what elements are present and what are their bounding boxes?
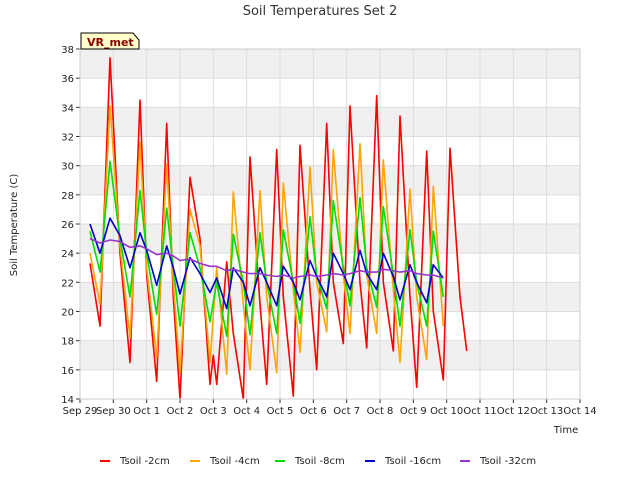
- x-tick-label: Oct 1: [133, 406, 160, 417]
- plot-band: [80, 136, 580, 166]
- legend-label-2: Tsoil -8cm: [294, 456, 345, 467]
- x-tick-label: Sep 29: [63, 406, 98, 417]
- x-tick-label: Oct 7: [333, 406, 360, 417]
- legend: Tsoil -2cm Tsoil -4cm Tsoil -8cm Tsoil -16c…: [100, 456, 536, 467]
- plot-band: [80, 369, 580, 399]
- x-tick-label: Oct 4: [233, 406, 260, 417]
- legend-label-4: Tsoil -32cm: [479, 456, 536, 467]
- legend-label-0: Tsoil -2cm: [119, 456, 170, 467]
- y-axis-label: Soil Temperature (C): [9, 174, 20, 277]
- x-tick-label: Oct 10: [430, 406, 463, 417]
- y-tick-label: 30: [61, 162, 74, 173]
- badge-label: VR_met: [87, 36, 134, 49]
- series-layer: [89, 57, 468, 400]
- series-line-4: [89, 237, 444, 279]
- y-tick-label: 24: [61, 249, 74, 260]
- plot-band: [80, 282, 580, 312]
- series-line-1: [89, 105, 445, 375]
- y-tick-label: 28: [61, 191, 74, 202]
- legend-label-3: Tsoil -16cm: [384, 456, 441, 467]
- x-tick-label: Oct 11: [463, 406, 496, 417]
- series-line-3: [89, 217, 444, 310]
- chart-title: Soil Temperatures Set 2: [243, 4, 398, 19]
- plot-band: [80, 311, 580, 341]
- y-tick-label: 16: [61, 366, 74, 377]
- plot-band: [80, 49, 580, 79]
- y-tick-label: 22: [61, 278, 74, 289]
- y-tick-label: 26: [61, 220, 74, 231]
- y-tick-label: 32: [61, 133, 74, 144]
- y-tick-label: 18: [61, 337, 74, 348]
- vr-met-badge: VR_met: [80, 32, 140, 50]
- x-tick-label: Oct 13: [530, 406, 563, 417]
- plot-band: [80, 107, 580, 137]
- y-tick-label: 38: [61, 45, 74, 56]
- y-tick-label: 36: [61, 74, 74, 85]
- x-tick-label: Oct 12: [497, 406, 530, 417]
- series-line-2: [89, 160, 445, 338]
- y-tick-label: 20: [61, 308, 74, 319]
- badge-shape: [80, 32, 140, 50]
- x-tick-label: Oct 8: [367, 406, 394, 417]
- x-tick-label: Sep 30: [96, 406, 131, 417]
- plot-frame: [79, 48, 581, 400]
- x-tick-label: Oct 3: [200, 406, 227, 417]
- x-tick-label: Oct 5: [267, 406, 294, 417]
- x-tick-label: Oct 2: [167, 406, 194, 417]
- x-axis-label: Time: [553, 425, 578, 436]
- x-tick-label: Oct 14: [563, 406, 596, 417]
- y-tick-label: 34: [61, 103, 74, 114]
- x-tick-label: Oct 9: [400, 406, 427, 417]
- x-tick-label: Oct 6: [300, 406, 327, 417]
- y-tick-label: 14: [61, 395, 74, 406]
- legend-label-1: Tsoil -4cm: [209, 456, 260, 467]
- plot-band: [80, 340, 580, 370]
- plot-band: [80, 78, 580, 108]
